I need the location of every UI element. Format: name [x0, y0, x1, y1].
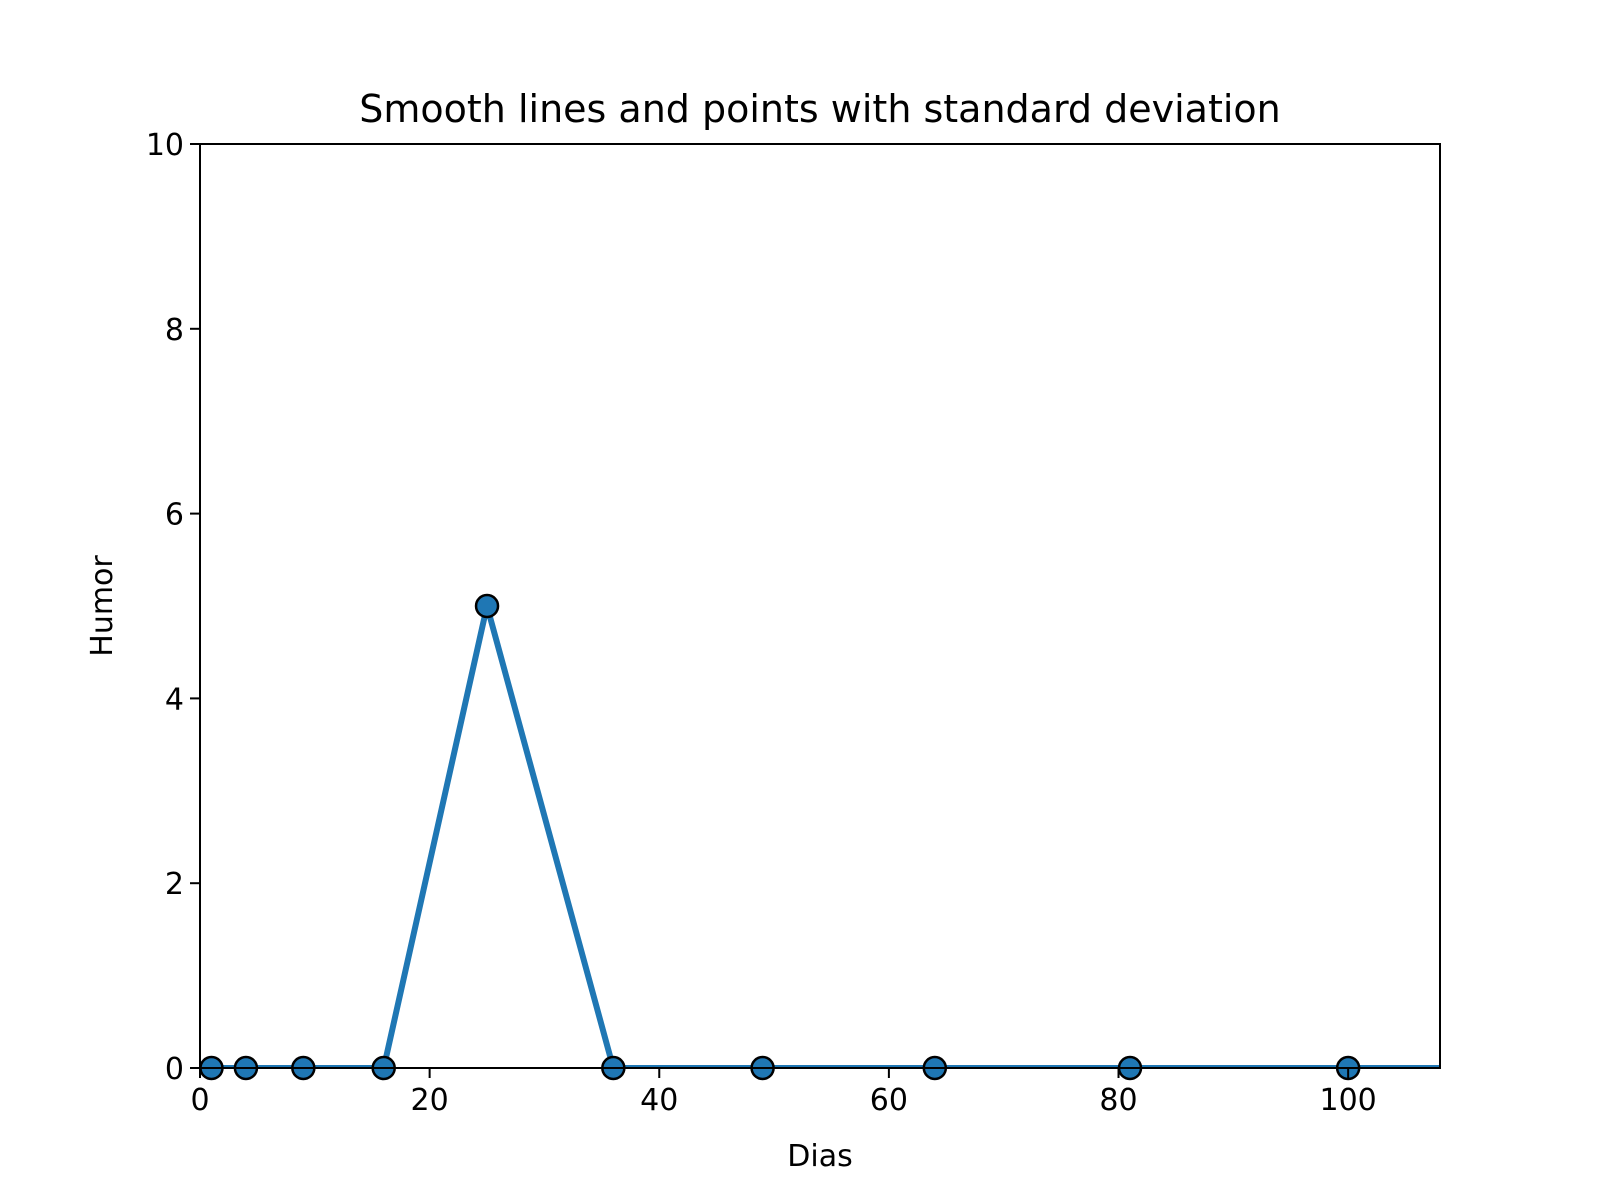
x-tick-label: 0: [190, 1083, 209, 1118]
plot-area: [199, 143, 1441, 1081]
chart-title: Smooth lines and points with standard de…: [359, 87, 1280, 131]
y-axis-ticks: 0 2 4 6 8 10: [146, 128, 200, 1087]
x-tick-label: 80: [1099, 1083, 1137, 1118]
x-tick-label: 20: [411, 1083, 449, 1118]
x-axis-ticks: 0 20 40 60 80 100: [190, 1068, 1377, 1118]
y-tick-label: 4: [165, 682, 184, 717]
x-tick-label: 60: [870, 1083, 908, 1118]
y-tick-label: 0: [165, 1052, 184, 1087]
y-tick-label: 6: [165, 498, 184, 533]
y-tick-label: 8: [165, 313, 184, 348]
y-tick-label: 10: [146, 128, 184, 163]
data-point: [474, 593, 500, 619]
y-tick-label: 2: [165, 867, 184, 902]
axes-frame: [199, 143, 1441, 1069]
y-axis-label: Humor: [85, 555, 120, 657]
x-tick-label: 100: [1320, 1083, 1377, 1118]
x-axis-label: Dias: [787, 1139, 852, 1174]
x-tick-label: 40: [640, 1083, 678, 1118]
